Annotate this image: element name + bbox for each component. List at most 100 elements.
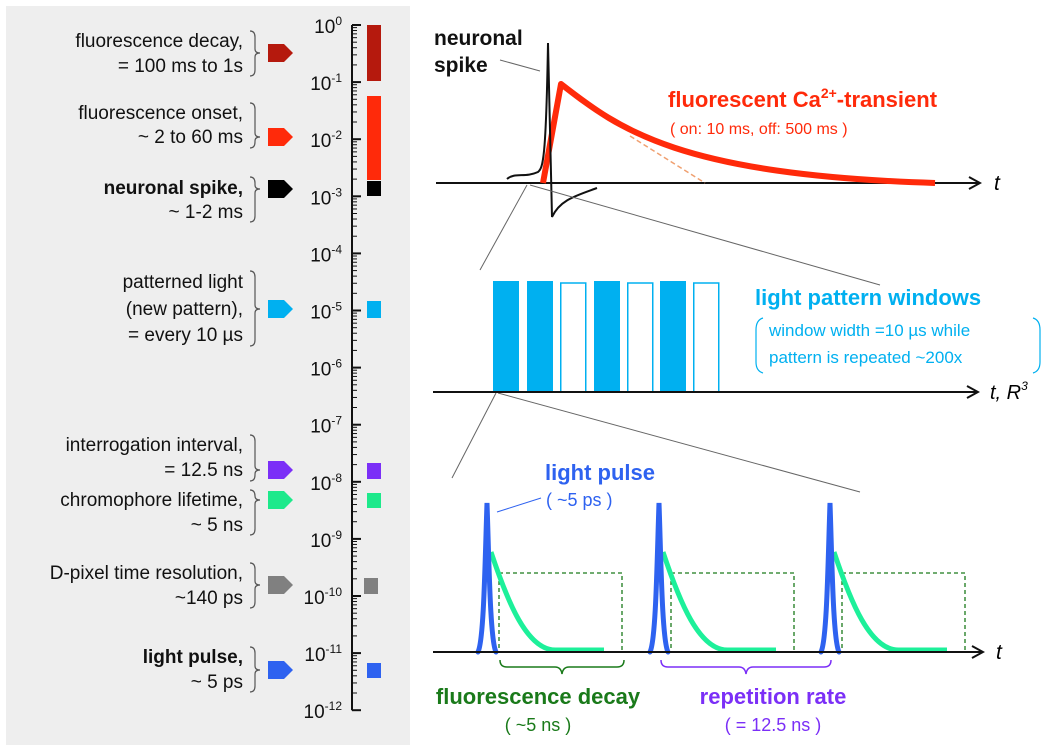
- pulse-train: [475, 502, 966, 655]
- timescale-bar: [367, 25, 381, 81]
- entry-label-line: ~ 5 ps: [191, 672, 243, 693]
- pattern-note-line2: pattern is repeated ~200x: [769, 348, 963, 367]
- pointer-marker-icon: [268, 180, 293, 198]
- entry-label-line: ~140 ps: [175, 588, 243, 609]
- pointer-marker-icon: [268, 128, 293, 146]
- bottom-panel-light-pulses: t light pulse ( ~5 ps ) fluorescence dec…: [433, 460, 1003, 735]
- entry-label-line: D-pixel time resolution,: [50, 563, 243, 584]
- light-pulse-sub: ( ~5 ps ): [546, 490, 613, 510]
- pattern-window-on: [527, 281, 553, 392]
- detection-window: [841, 572, 966, 653]
- timescale-entry: D-pixel time resolution, ~140 ps: [50, 562, 293, 609]
- axis-tick-label: 10-4: [310, 242, 342, 266]
- detection-window: [670, 572, 795, 653]
- entry-label-line: = 100 ms to 1s: [118, 56, 243, 77]
- pointer-marker-icon: [268, 300, 293, 318]
- axis-tick-label: 10-8: [310, 471, 342, 495]
- entry-label-line: interrogation interval,: [66, 435, 243, 456]
- timescale-entry: neuronal spike, ~ 1-2 ms: [104, 176, 293, 223]
- entry-label-line: neuronal spike,: [104, 178, 243, 199]
- entry-label-line: ~ 1-2 ms: [169, 202, 243, 223]
- left-panel-background: [6, 6, 410, 745]
- time-axis-label: t: [994, 172, 1001, 195]
- transient-subtitle: ( on: 10 ms, off: 500 ms ): [670, 121, 848, 138]
- fluorescence-decay-curve: [831, 551, 947, 653]
- entry-label-line: = 12.5 ns: [164, 460, 243, 481]
- pointer-marker-icon: [268, 661, 293, 679]
- timescale-bar: [364, 578, 378, 594]
- top-panel-calcium-transient: t neuronal spike fluorescent Ca2+-transi…: [434, 27, 1001, 218]
- repetition-rate-label: repetition rate: [700, 684, 847, 709]
- light-pulse-peak: [647, 502, 671, 655]
- fluorescence-decay-curve: [488, 551, 604, 653]
- repetition-brace: [660, 659, 832, 675]
- light-pulse-peak: [818, 502, 842, 655]
- time-axis-label: t: [996, 641, 1003, 664]
- decay-tangent-line: [629, 135, 706, 184]
- light-pulse-peak: [475, 502, 499, 655]
- detection-window: [498, 572, 623, 653]
- decay-brace: [499, 659, 625, 675]
- timescale-bar: [367, 463, 381, 479]
- repetition-rate-sub: ( = 12.5 ns ): [725, 715, 822, 735]
- time-axis-label: t, R3: [990, 379, 1028, 404]
- neuronal-spike-trace: [506, 42, 598, 218]
- pattern-window-bars: [493, 281, 720, 393]
- pattern-window-off: [560, 282, 587, 393]
- middle-panel-light-pattern: t, R3 light pattern windows window width…: [433, 281, 1041, 404]
- timescale-bar: [367, 96, 381, 180]
- axis-tick-label: 10-10: [304, 585, 343, 609]
- entry-label-line: fluorescence onset,: [78, 103, 243, 124]
- pattern-note-line1: window width =10 µs while: [768, 321, 970, 340]
- pulse-pointer-line: [496, 497, 542, 513]
- pointer-marker-icon: [268, 491, 293, 509]
- left-paren: [755, 317, 764, 374]
- axis-tick-label: 100: [314, 14, 342, 38]
- timescale-entry: interrogation interval, = 12.5 ns: [66, 434, 293, 482]
- axis-tick-label: 10-2: [310, 128, 342, 152]
- timescale-bars: [364, 25, 381, 678]
- spike-pointer-line: [499, 59, 541, 72]
- axis-tick-label: 10-3: [310, 185, 342, 209]
- brace-icon: [249, 30, 261, 77]
- pointer-marker-icon: [268, 576, 293, 594]
- transient-title: fluorescent Ca2+-transient: [668, 85, 938, 112]
- brace-icon: [249, 646, 261, 693]
- timescale-entry: chromophore lifetime, ~ 5 ns: [60, 489, 293, 536]
- timescale-entry: light pulse, ~ 5 ps: [143, 646, 293, 693]
- pattern-window-off: [693, 282, 720, 393]
- axis-tick-label: 10-5: [310, 300, 342, 324]
- spike-label-line2: spike: [434, 54, 488, 77]
- timescale-bar: [367, 493, 381, 508]
- entry-label-line: = every 10 µs: [128, 325, 243, 346]
- entry-label-line: ~ 2 to 60 ms: [138, 127, 243, 148]
- entry-label-line: patterned light: [123, 272, 244, 293]
- brace-icon: [249, 562, 261, 609]
- pattern-window-on: [594, 281, 620, 392]
- pattern-window-on: [660, 281, 686, 392]
- pattern-window-on: [493, 281, 519, 392]
- calcium-transient-curve: [540, 81, 936, 186]
- right-paren: [1032, 317, 1041, 374]
- spike-label-line1: neuronal: [434, 27, 523, 50]
- brace-icon: [249, 489, 261, 536]
- axis-tick-label: 10-6: [310, 357, 342, 381]
- log-time-axis: 100 10-1 10-2 10-3 10-4 10-5 10-6 10-7 10-8 10-9 1…: [304, 14, 361, 723]
- axis-tick-label: 10-11: [304, 642, 342, 666]
- pattern-window-off: [627, 282, 654, 393]
- pattern-windows-title: light pattern windows: [755, 285, 981, 310]
- axis-tick-label: 10-1: [310, 71, 342, 95]
- light-pulse-label: light pulse: [545, 460, 655, 485]
- entry-label-line: chromophore lifetime,: [60, 490, 243, 511]
- brace-icon: [249, 434, 261, 482]
- entry-label-line: light pulse,: [143, 647, 243, 668]
- fluorescence-decay-label: fluorescence decay: [436, 684, 641, 709]
- timescale-legend: fluorescence decay,= 100 ms to 1sfluores…: [50, 30, 293, 693]
- brace-icon: [249, 270, 261, 347]
- pointer-marker-icon: [268, 44, 293, 62]
- entry-label-line: (new pattern),: [126, 299, 243, 320]
- timescale-bar: [367, 663, 381, 678]
- timescale-bar: [367, 181, 381, 196]
- brace-icon: [249, 102, 261, 149]
